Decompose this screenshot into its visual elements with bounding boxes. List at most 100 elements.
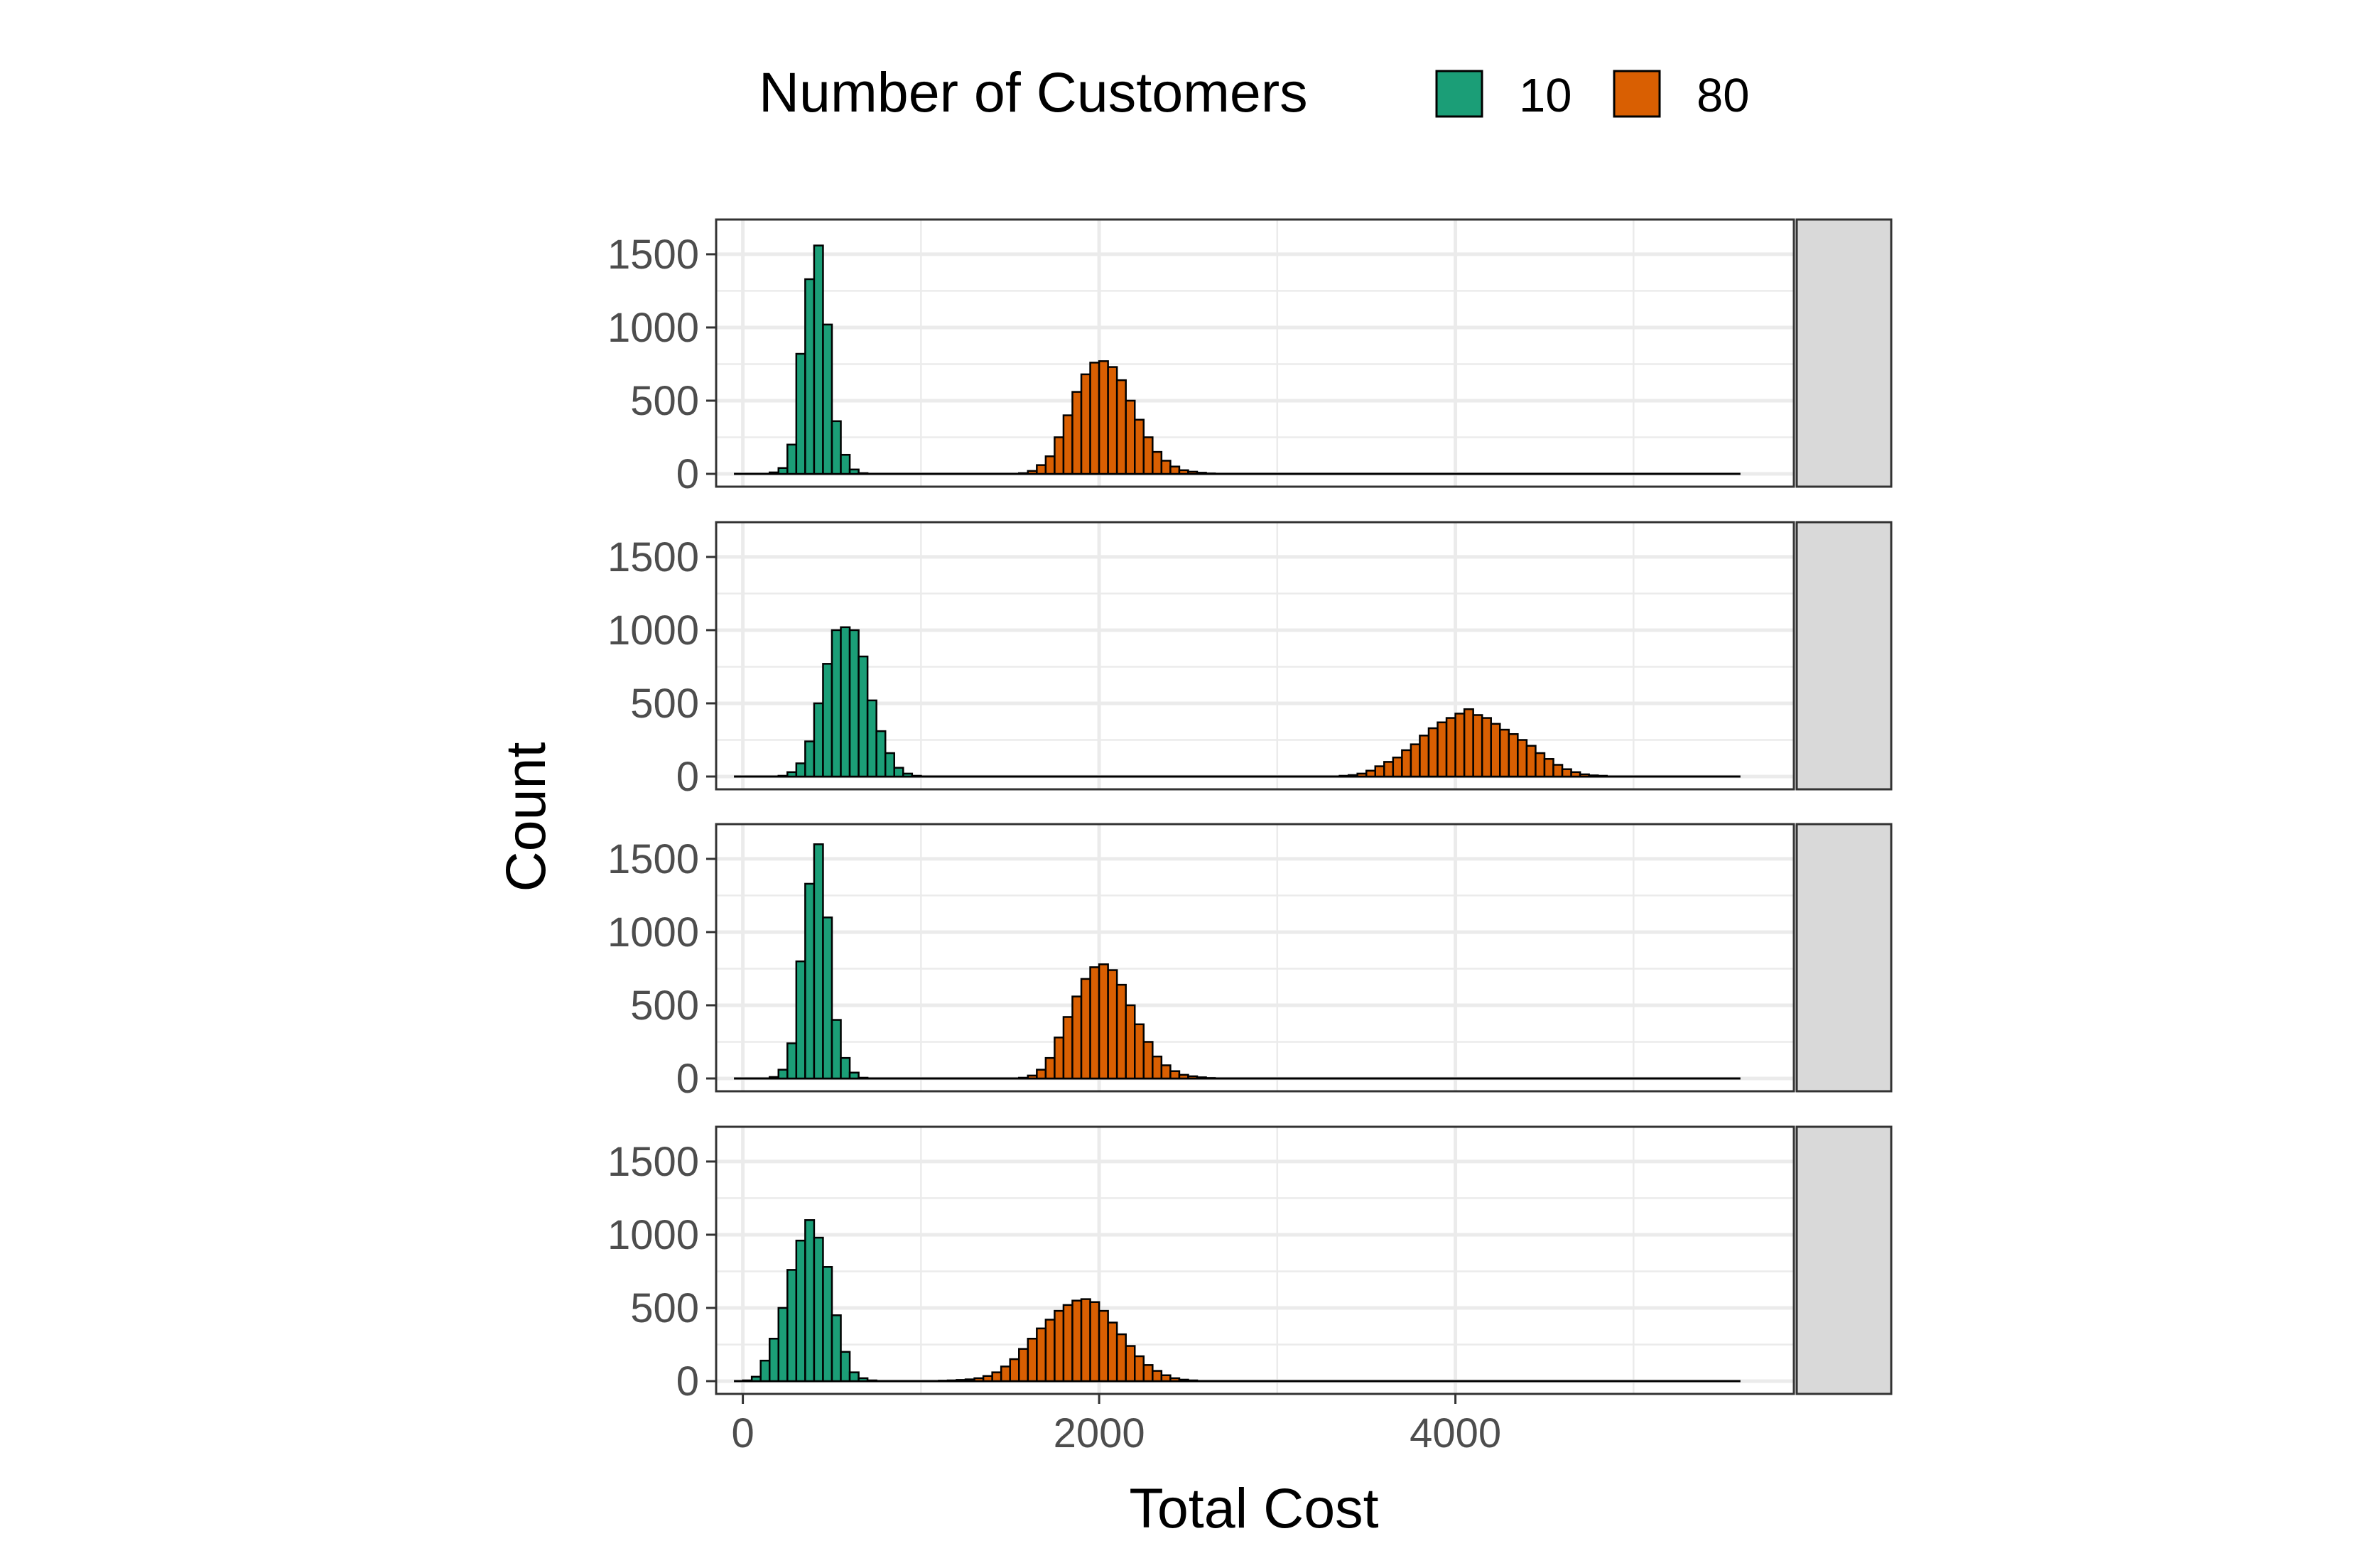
panel-background xyxy=(716,220,1794,487)
legend-key-80 xyxy=(1613,70,1661,118)
histogram-bar xyxy=(1018,1348,1029,1383)
facet-panel-stoch-cust: 050010001500Stoch. Cust. xyxy=(607,1125,1893,1405)
histogram-bar xyxy=(822,323,833,475)
series-10 xyxy=(768,843,869,1080)
histogram-bar xyxy=(1169,1070,1181,1080)
histogram-bar xyxy=(822,663,833,778)
histogram-bar xyxy=(1445,717,1456,778)
histogram-bar xyxy=(831,1019,842,1080)
histogram-bar xyxy=(982,1375,993,1383)
histogram-bar xyxy=(1356,772,1368,778)
histogram-bar xyxy=(831,629,842,778)
y-tick-label: 1000 xyxy=(607,607,699,654)
histogram-bar xyxy=(1187,470,1199,475)
histogram-bar xyxy=(1525,745,1537,778)
histogram-bar xyxy=(1027,470,1038,475)
histogram-bar xyxy=(768,471,780,475)
histogram-bar xyxy=(902,772,914,778)
histogram-bar xyxy=(848,468,860,475)
histogram-bar xyxy=(840,1056,851,1080)
histogram-bar xyxy=(1125,399,1136,475)
histogram-bar xyxy=(1508,732,1519,778)
series-80 xyxy=(1338,708,1608,778)
histogram-bar xyxy=(831,1314,842,1383)
histogram-bar xyxy=(1152,450,1163,475)
y-tick-label: 1500 xyxy=(607,232,699,278)
histogram-bar xyxy=(795,352,806,475)
facet-strip xyxy=(1795,521,1893,791)
histogram-bar xyxy=(1169,1377,1181,1383)
legend: Number of Customers 10 80 xyxy=(759,60,1750,124)
histogram-bar xyxy=(1044,1056,1056,1080)
histogram-bar xyxy=(1196,1076,1207,1080)
histogram-bar xyxy=(1517,739,1528,778)
histogram-bar xyxy=(804,278,816,475)
panel-background xyxy=(716,1127,1794,1394)
histogram-bar xyxy=(1080,373,1091,475)
facet-panel-small-overlap: 050010001500Small Overlap xyxy=(607,823,1893,1102)
histogram-bar xyxy=(1401,749,1412,778)
histogram-bar xyxy=(777,1069,789,1080)
histogram-bar xyxy=(1089,1301,1100,1383)
histogram-bar xyxy=(1018,472,1029,475)
histogram-bar xyxy=(1454,713,1466,778)
histogram-bar xyxy=(938,1380,949,1383)
histogram-bar xyxy=(1071,391,1083,475)
y-tick-label: 1500 xyxy=(607,836,699,882)
histogram-bar xyxy=(1062,1304,1073,1383)
histogram-bar xyxy=(1427,727,1439,778)
legend-entry-10: 10 xyxy=(1435,69,1572,122)
histogram-bar xyxy=(831,420,842,475)
histogram-bar xyxy=(777,774,789,778)
histogram-bar xyxy=(1000,1365,1011,1383)
y-tick-label: 1000 xyxy=(607,1212,699,1258)
histogram-bar xyxy=(964,1378,975,1383)
histogram-bar xyxy=(1107,1321,1118,1383)
histogram-bar xyxy=(1133,1023,1145,1080)
histogram-bar xyxy=(1036,1327,1047,1383)
histogram-bar xyxy=(1036,464,1047,475)
histogram-bar xyxy=(1009,1358,1020,1383)
histogram-bar xyxy=(804,882,816,1080)
histogram-bar xyxy=(1062,414,1073,475)
histogram-bar xyxy=(1178,1073,1189,1080)
histogram-bar xyxy=(1588,774,1599,778)
histogram-bar xyxy=(858,1377,869,1383)
histogram-bar xyxy=(786,771,798,778)
series-80 xyxy=(1018,360,1216,475)
histogram-bar xyxy=(1115,1333,1127,1383)
histogram-bar xyxy=(1142,1364,1154,1383)
histogram-bar xyxy=(813,843,824,1080)
panel-border xyxy=(715,218,1795,488)
histogram-bar xyxy=(1579,773,1590,778)
histogram-bar xyxy=(813,702,824,778)
y-tick-label: 500 xyxy=(630,983,699,1029)
histogram-bar xyxy=(786,1042,798,1080)
x-tick-label: 0 xyxy=(731,1410,754,1456)
histogram-bar xyxy=(804,740,816,778)
series-10 xyxy=(777,626,922,778)
histogram-bar xyxy=(1472,714,1483,778)
histogram-bar xyxy=(1535,752,1546,778)
legend-title: Number of Customers xyxy=(759,60,1308,124)
histogram-bar xyxy=(1125,1004,1136,1080)
facet-panel-short-route: 050010001500Short Route xyxy=(607,521,1893,800)
series-80 xyxy=(938,1298,1199,1383)
histogram-bar xyxy=(848,1371,860,1383)
legend-label-80: 80 xyxy=(1697,69,1750,122)
histogram-bar xyxy=(1089,362,1100,475)
histogram-bar xyxy=(1160,1374,1172,1383)
histogram-bar xyxy=(1054,1309,1065,1383)
histogram-bar xyxy=(1098,1309,1109,1383)
histogram-bar xyxy=(1490,723,1501,778)
histogram-bar xyxy=(1115,983,1127,1080)
histogram-bar xyxy=(1347,774,1358,778)
histogram-bar xyxy=(956,1379,967,1383)
histogram-bar xyxy=(1160,1064,1172,1080)
histogram-bar xyxy=(1044,1319,1056,1383)
histogram-bar xyxy=(840,1351,851,1383)
histogram-bar xyxy=(1561,768,1572,778)
histogram-bar xyxy=(1142,1041,1154,1080)
histogram-bar xyxy=(1080,978,1091,1080)
histogram-bar xyxy=(1499,728,1510,778)
